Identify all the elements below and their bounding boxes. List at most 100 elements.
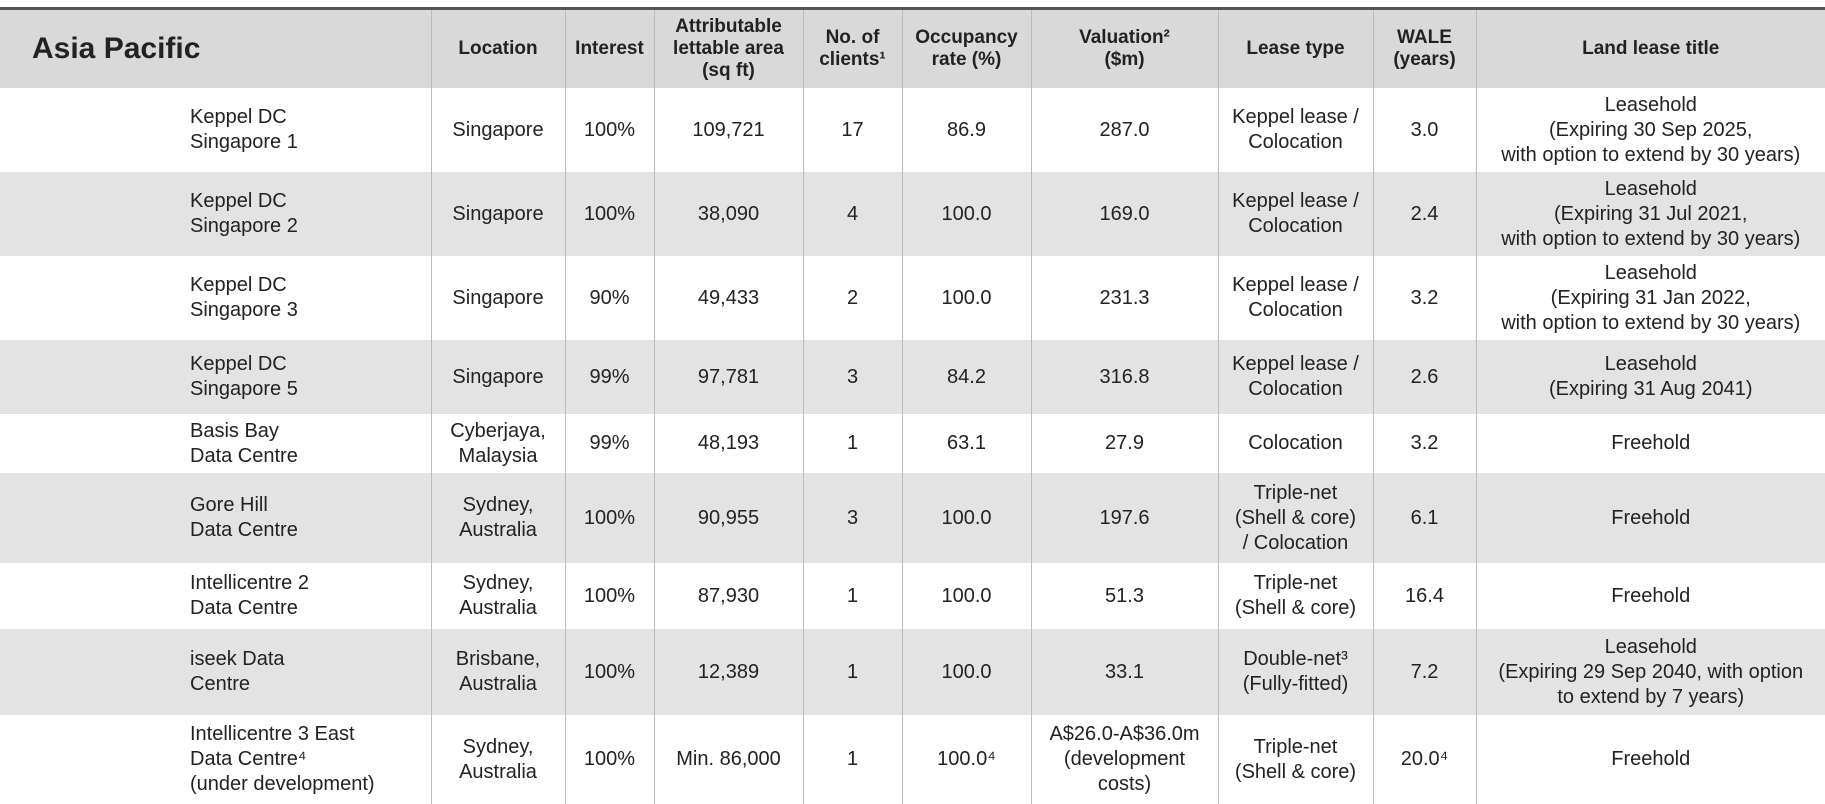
table-cell: Leasehold (Expiring 29 Sep 2040, with op…: [1475, 629, 1825, 715]
table-cell: 3: [802, 340, 902, 414]
table-cell: Triple-net (Shell & core): [1217, 715, 1373, 804]
table-cell: 16.4: [1372, 563, 1476, 629]
table-cell: 17: [802, 88, 902, 172]
table-cell: 1: [802, 414, 902, 473]
table-cell: 3.0: [1372, 88, 1476, 172]
table-row: Intellicentre 2 Data Centre Sydney, Austr…: [0, 563, 1825, 629]
table-cell: 3: [802, 473, 902, 563]
table-cell: 100.0: [901, 473, 1031, 563]
table-row: Keppel DC Singapore 3 Singapore 90% 49,433 2…: [0, 256, 1825, 340]
table-cell: 1: [802, 629, 902, 715]
photo-cell: [0, 256, 172, 340]
table-cell: Freehold: [1475, 473, 1825, 563]
table-cell: 3.2: [1372, 414, 1476, 473]
table-cell: 2: [802, 256, 902, 340]
table-cell: 100.0: [901, 563, 1031, 629]
table-cell: 6.1: [1372, 473, 1476, 563]
table-cell: 4: [802, 172, 902, 256]
table-cell: Singapore: [430, 172, 565, 256]
table-cell: 2.6: [1372, 340, 1476, 414]
table-cell: Keppel lease / Colocation: [1217, 172, 1373, 256]
table-cell: 38,090: [653, 172, 803, 256]
table-cell: 51.3: [1030, 563, 1218, 629]
table-cell: Keppel lease / Colocation: [1217, 340, 1373, 414]
table-cell: 109,721: [653, 88, 803, 172]
property-name: Intellicentre 3 East Data Centre⁴ (under…: [190, 723, 375, 795]
photo-cell: [0, 172, 172, 256]
property-table-container: Asia Pacific Location Interest Attributabl…: [0, 7, 1825, 804]
table-cell: 1: [802, 563, 902, 629]
table-cell: 90,955: [653, 473, 803, 563]
property-table: Asia Pacific Location Interest Attributabl…: [0, 10, 1825, 804]
header-row: Asia Pacific Location Interest Attributabl…: [0, 10, 1825, 88]
table-cell: Cyberjaya, Malaysia: [430, 414, 565, 473]
table-cell: Singapore: [430, 340, 565, 414]
table-row: Keppel DC Singapore 2 Singapore 100% 38,090…: [0, 172, 1825, 256]
property-name: Keppel DC Singapore 5: [172, 340, 431, 414]
table-cell: Leasehold (Expiring 31 Jan 2022, with op…: [1475, 256, 1825, 340]
table-cell: 27.9: [1030, 414, 1218, 473]
photo-cell: [0, 629, 172, 715]
table-cell: Freehold: [1475, 715, 1825, 804]
table-cell: 97,781: [653, 340, 803, 414]
table-cell: 2.4: [1372, 172, 1476, 256]
table-row: Basis Bay Data Centre Cyberjaya, Malaysia…: [0, 414, 1825, 473]
table-cell: 100%: [564, 629, 654, 715]
photo-cell: [0, 473, 172, 563]
table-cell: 197.6: [1030, 473, 1218, 563]
table-cell: 287.0: [1030, 88, 1218, 172]
property-name: iseek Data Centre: [172, 629, 431, 715]
table-title: Asia Pacific: [0, 10, 431, 88]
table-cell: 100%: [564, 473, 654, 563]
table-cell: Sydney, Australia: [430, 715, 565, 804]
table-cell: Sydney, Australia: [430, 473, 565, 563]
column-header: WALE (years): [1372, 10, 1476, 88]
table-cell: 100.0: [901, 172, 1031, 256]
table-cell: 100.0: [901, 629, 1031, 715]
table-cell: Brisbane, Australia: [430, 629, 565, 715]
table-cell: Singapore: [430, 256, 565, 340]
column-header: Location: [430, 10, 565, 88]
table-cell: 7.2: [1372, 629, 1476, 715]
table-cell: 100%: [564, 172, 654, 256]
property-name: Basis Bay Data Centre: [190, 419, 298, 467]
table-cell: Triple-net (Shell & core): [1217, 563, 1373, 629]
table-cell: 231.3: [1030, 256, 1218, 340]
column-header: No. of clients¹: [802, 10, 902, 88]
table-cell: Triple-net (Shell & core) / Colocation: [1217, 473, 1373, 563]
photo-cell: [0, 715, 172, 804]
table-row: iseek Data Centre Brisbane, Australia 100%…: [0, 629, 1825, 715]
photo-cell: [0, 563, 172, 629]
property-name: Intellicentre 2 Data Centre: [190, 572, 309, 619]
column-header: Interest: [564, 10, 654, 88]
table-cell: 33.1: [1030, 629, 1218, 715]
column-header: Attributable lettable area (sq ft): [653, 10, 803, 88]
column-header: Occupancy rate (%): [901, 10, 1031, 88]
table-cell: 48,193: [653, 414, 803, 473]
table-cell: Leasehold (Expiring 31 Aug 2041): [1475, 340, 1825, 414]
table-cell: 49,433: [653, 256, 803, 340]
property-name: Gore Hill Data Centre: [172, 473, 431, 563]
table-cell: 99%: [564, 414, 654, 473]
table-cell: 100%: [564, 563, 654, 629]
column-header: Valuation² ($m): [1030, 10, 1218, 88]
column-header: Land lease title: [1475, 10, 1825, 88]
table-cell: Min. 86,000: [653, 715, 803, 804]
table-cell: 20.0⁴: [1372, 715, 1476, 804]
table-cell: 90%: [564, 256, 654, 340]
table-row: Keppel DC Singapore 5 Singapore 99% 97,781 3…: [0, 340, 1825, 414]
table-cell: 100.0⁴: [901, 715, 1031, 804]
photo-cell: [0, 340, 172, 414]
photo-cell: [0, 88, 172, 172]
table-row: Gore Hill Data Centre Sydney, Australia 10…: [0, 473, 1825, 563]
table-cell: 1: [802, 715, 902, 804]
table-row: Keppel DC Singapore 1 Singapore 100% 109,72…: [0, 88, 1825, 172]
table-cell: Leasehold (Expiring 31 Jul 2021, with op…: [1475, 172, 1825, 256]
property-name: Keppel DC Singapore 2: [172, 172, 431, 256]
table-cell: 100.0: [901, 256, 1031, 340]
table-cell: 100%: [564, 88, 654, 172]
table-cell: Freehold: [1475, 563, 1825, 629]
column-header: Lease type: [1217, 10, 1373, 88]
table-cell: 169.0: [1030, 172, 1218, 256]
